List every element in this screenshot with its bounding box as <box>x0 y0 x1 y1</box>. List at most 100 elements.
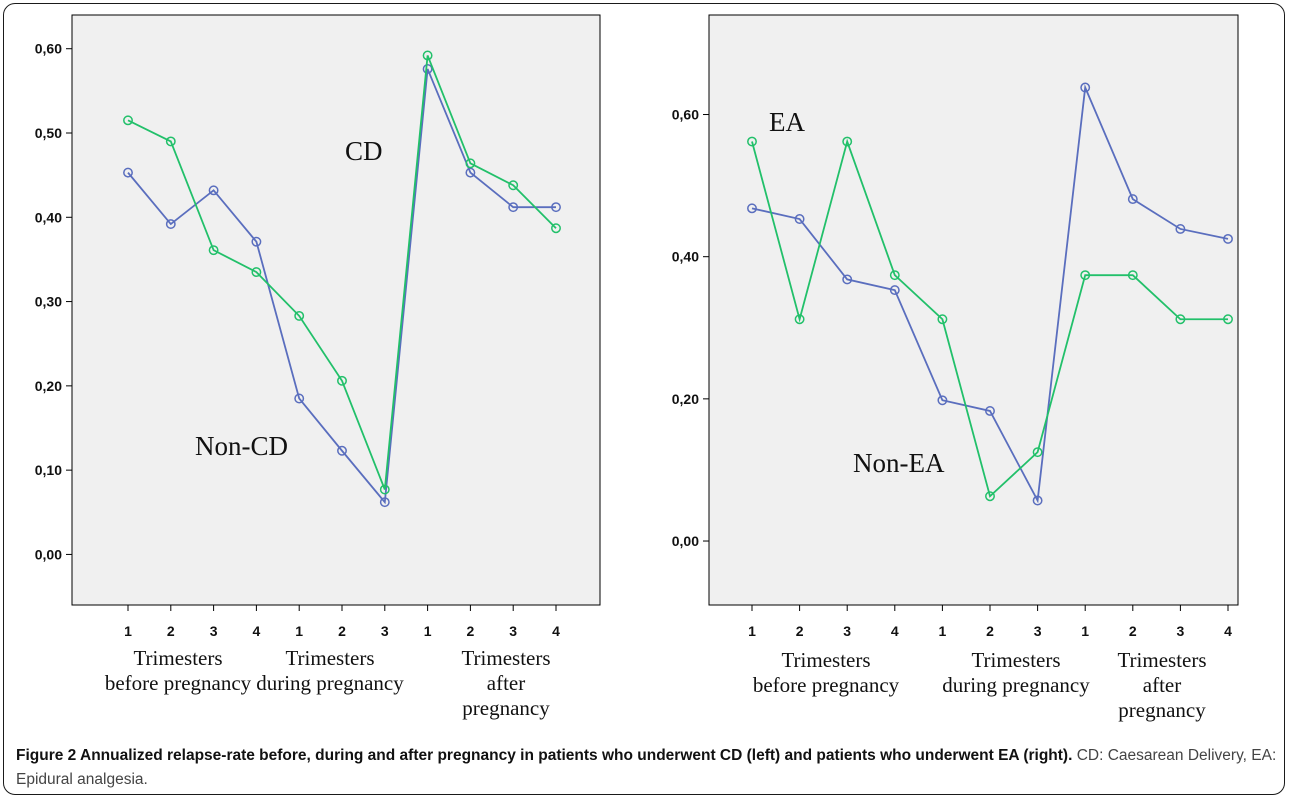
left-x-tick-label: 2 <box>467 623 475 639</box>
left-series-1-point <box>123 167 133 178</box>
left-series-1-point <box>294 393 305 404</box>
right-series-1-point <box>747 203 757 214</box>
right-x-tick-label: 4 <box>1224 623 1232 639</box>
right-series-1-point <box>1032 495 1043 506</box>
left-y-tick-label: 0,10 <box>35 462 62 478</box>
left-series-2-point <box>165 136 176 147</box>
left-x-group-label: Trimesters <box>285 646 374 670</box>
left-y-tick-label: 0,40 <box>35 209 62 225</box>
right-x-group-label: Trimesters <box>781 648 870 672</box>
figure-frame <box>3 3 1285 795</box>
right-series-2-point <box>1032 447 1043 458</box>
right-series-2-point <box>794 314 805 325</box>
left-series-2-point <box>123 115 133 126</box>
left-x-group-label: Trimesters <box>133 646 222 670</box>
right-series-1-point <box>985 405 995 416</box>
left-y-tick-label: 0,50 <box>35 125 62 141</box>
right-series-1-point <box>1127 194 1138 205</box>
left-series-1-point <box>379 497 390 508</box>
left-y-tick-label: 0,20 <box>35 378 62 394</box>
left-series-1-line <box>127 68 556 505</box>
right-series-2-point <box>1127 270 1138 281</box>
left-x-tick-label: 1 <box>424 623 432 639</box>
right-series-2-point <box>937 314 948 325</box>
right-x-tick-label: 1 <box>939 623 947 639</box>
left-series-1-point <box>251 236 262 247</box>
right-chart: 0,000,200,400,601 2 3 4 1 2 3 1 2 3 4Trimestersbef… <box>672 14 1239 722</box>
right-x-tick-label: 1 <box>1081 623 1089 639</box>
left-x-tick-label: 1 <box>124 623 132 639</box>
right-series-2-line <box>751 138 1228 498</box>
left-annotation: Non-CD <box>195 431 288 461</box>
right-x-group-label: after <box>1143 673 1181 697</box>
right-x-tick-label: 2 <box>986 623 994 639</box>
left-y-tick-label: 0,60 <box>35 41 62 57</box>
left-series-2-point <box>551 223 561 234</box>
left-x-tick-label: 1 <box>295 623 303 639</box>
left-y-tick-label: 0,00 <box>35 546 62 562</box>
right-x-tick-label: 3 <box>1034 623 1042 639</box>
left-x-tick-label: 3 <box>210 623 218 639</box>
left-series-2-point <box>508 180 519 191</box>
left-series-1-point <box>422 63 433 74</box>
right-plot-area <box>708 14 1239 606</box>
left-series-2-line <box>127 55 557 490</box>
right-x-tick-label: 2 <box>1129 623 1137 639</box>
left-series-2-point <box>465 158 476 169</box>
right-x-group-label: before pregnancy <box>753 673 900 697</box>
left-series-1-point <box>165 219 176 229</box>
right-series-1-point <box>937 395 948 406</box>
left-x-group-label: before pregnancy <box>105 671 252 695</box>
left-series-2-point <box>337 375 347 386</box>
left-x-group-label: pregnancy <box>462 696 550 720</box>
right-series-1-point <box>889 285 900 296</box>
left-chart: 0,000,100,200,300,400,500,601 2 3 4 1 2 3 1 2 3 4T… <box>35 14 601 720</box>
right-series-2-point <box>747 136 757 147</box>
left-series-1-point <box>508 202 519 213</box>
caption-title: Figure 2 Annualized relapse-rate before,… <box>16 747 1073 764</box>
right-y-tick-label: 0,60 <box>672 107 699 123</box>
right-x-group-label: Trimesters <box>971 648 1060 672</box>
left-series-2-point <box>208 245 219 256</box>
right-x-tick-label: 2 <box>796 623 804 639</box>
left-x-tick-label: 3 <box>509 623 517 639</box>
right-annotation: Non-EA <box>853 448 945 478</box>
right-y-tick-label: 0,20 <box>672 391 699 407</box>
right-series-1-point <box>842 274 853 285</box>
left-x-tick-label: 4 <box>253 623 261 639</box>
right-y-tick-label: 0,00 <box>672 533 699 549</box>
left-x-tick-label: 3 <box>381 623 389 639</box>
left-series-2-point <box>294 310 305 321</box>
right-x-group-label: Trimesters <box>1117 648 1206 672</box>
left-x-group-label: Trimesters <box>461 646 550 670</box>
right-x-tick-label: 3 <box>843 623 851 639</box>
left-series-1-point <box>551 202 561 213</box>
left-x-group-label: during pregnancy <box>256 671 404 695</box>
left-series-1-point <box>465 167 476 178</box>
figure-charts: 0,000,100,200,300,400,500,601 2 3 4 1 2 3 1 2 3 4T… <box>35 14 1239 722</box>
left-x-tick-label: 2 <box>167 623 175 639</box>
right-series-2-point <box>1175 314 1186 325</box>
right-series-1-point <box>1175 224 1186 234</box>
left-x-tick-label: 2 <box>338 623 346 639</box>
right-y-tick-label: 0,40 <box>672 249 699 265</box>
right-x-tick-label: 3 <box>1177 623 1185 639</box>
left-series-2-point <box>422 50 433 61</box>
caption-text: CD: Caesarean Delivery, EA: Epidural ana… <box>16 747 1277 788</box>
right-annotation: EA <box>769 107 805 137</box>
left-annotation: CD <box>345 136 383 166</box>
right-series-2-point <box>889 270 900 281</box>
right-x-group-label: during pregnancy <box>942 673 1090 697</box>
right-x-tick-label: 4 <box>891 623 899 639</box>
right-series-2-point <box>1223 314 1233 325</box>
left-plot-area <box>71 14 601 606</box>
right-series-2-point <box>985 491 995 502</box>
right-series-2-point <box>1080 270 1091 281</box>
left-series-2-point <box>251 267 262 278</box>
left-x-tick-label: 4 <box>552 623 560 639</box>
left-series-2-point <box>379 484 390 495</box>
right-series-1-point <box>1080 82 1091 93</box>
right-series-1-line <box>751 84 1229 504</box>
figure-caption: Figure 2 Annualized relapse-rate before,… <box>16 744 1278 792</box>
right-x-tick-label: 1 <box>748 623 756 639</box>
